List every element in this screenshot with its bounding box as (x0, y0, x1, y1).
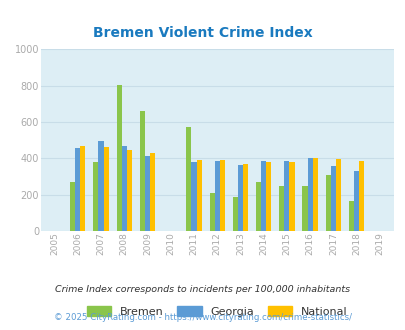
Bar (348, 201, 353, 231)
Bar (219, 160, 224, 231)
Bar (279, 186, 284, 231)
Bar (80, 146, 85, 231)
Bar (312, 158, 317, 231)
Bar (358, 161, 363, 231)
Bar (186, 127, 191, 231)
Bar (139, 111, 145, 231)
Bar (325, 175, 330, 231)
Bar (214, 161, 219, 231)
Bar (209, 193, 214, 231)
Bar (243, 164, 247, 231)
Bar (266, 162, 271, 231)
Bar (237, 165, 243, 231)
Bar (126, 150, 132, 231)
Bar (116, 85, 121, 231)
Bar (75, 148, 80, 231)
Bar (150, 153, 155, 231)
Bar (191, 162, 196, 231)
Bar (307, 158, 312, 231)
Bar (330, 166, 335, 231)
Bar (103, 147, 109, 231)
Bar (353, 172, 358, 231)
Bar (260, 161, 266, 231)
Bar (93, 162, 98, 231)
Bar (335, 159, 340, 231)
Bar (122, 146, 126, 231)
Bar (145, 156, 150, 231)
Bar (196, 160, 201, 231)
Bar (98, 141, 103, 231)
Bar (256, 182, 260, 231)
Text: Bremen Violent Crime Index: Bremen Violent Crime Index (93, 26, 312, 40)
Bar (70, 182, 75, 231)
Text: © 2025 CityRating.com - https://www.cityrating.com/crime-statistics/: © 2025 CityRating.com - https://www.city… (54, 313, 351, 322)
Bar (289, 162, 294, 231)
Bar (284, 161, 289, 231)
Text: Crime Index corresponds to incidents per 100,000 inhabitants: Crime Index corresponds to incidents per… (55, 285, 350, 294)
Bar (232, 196, 237, 231)
Legend: Bremen, Georgia, National: Bremen, Georgia, National (87, 306, 347, 317)
Bar (302, 185, 307, 231)
